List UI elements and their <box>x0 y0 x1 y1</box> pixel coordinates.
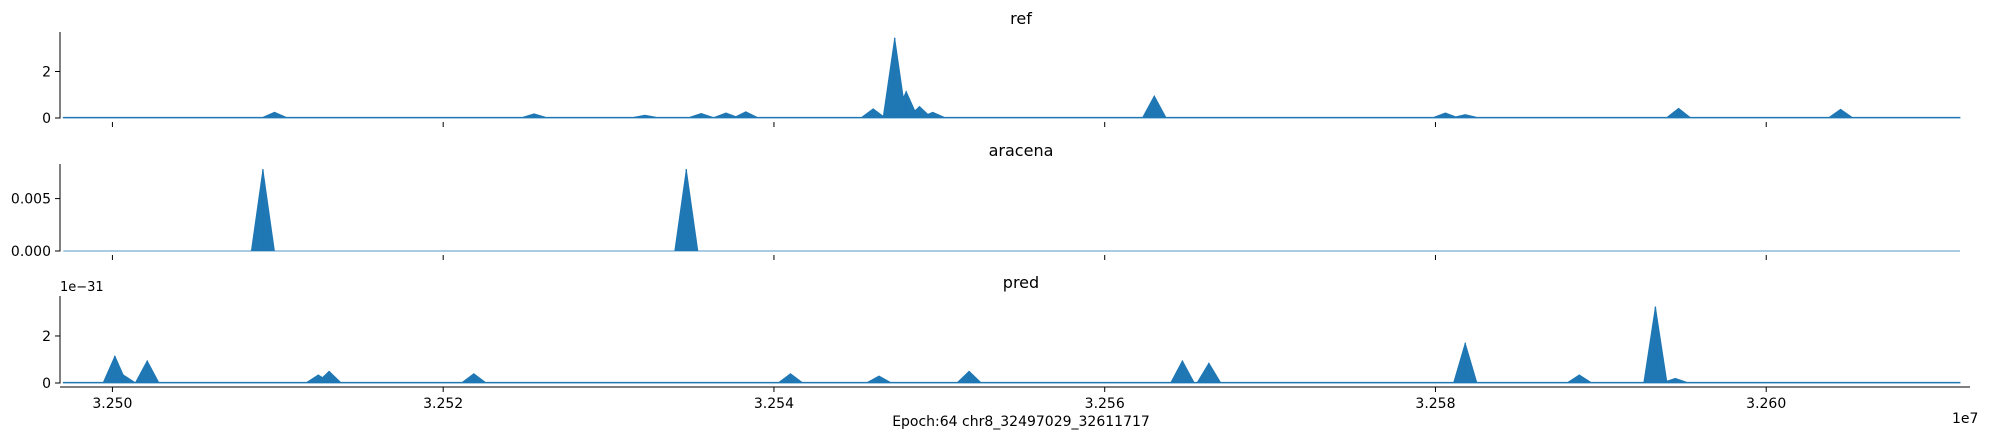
y-tick-label: 2 <box>42 65 51 81</box>
panels: ref 0 2 aracena 0.000 0.005 pred 0 2 1e−31 3.250 3.… <box>11 9 1970 412</box>
x-axis-label: Epoch:64 chr8_32497029_32611717 <box>892 414 1150 430</box>
signal-area <box>63 169 1960 252</box>
signal-area <box>62 37 1961 119</box>
signal-area <box>62 306 1961 384</box>
panel-title: pred <box>1003 273 1039 292</box>
y-tick-label: 0 <box>42 111 51 127</box>
panel-aracena: aracena 0.000 0.005 <box>11 141 1960 260</box>
y-tick-label: 0 <box>42 376 51 392</box>
y-offset-label: 1e−31 <box>60 280 104 295</box>
x-tick-label: 3.256 <box>1085 396 1125 412</box>
x-tick-label: 3.252 <box>423 396 463 412</box>
x-tick-label: 3.254 <box>754 396 794 412</box>
x-tick-label: 3.250 <box>92 396 132 412</box>
x-axis-offset-label: 1e7 <box>1952 411 1978 427</box>
panel-title: aracena <box>989 141 1054 160</box>
x-tick-label: 3.260 <box>1746 396 1786 412</box>
panel-pred: pred 0 2 1e−31 3.250 3.252 3.254 3.256 3.258 3.26… <box>42 273 1970 412</box>
panel-title: ref <box>1010 9 1032 28</box>
y-tick-label: 0.000 <box>11 244 51 260</box>
y-tick-label: 2 <box>42 329 51 345</box>
panel-ref: ref 0 2 <box>42 9 1961 127</box>
x-tick-label: 3.258 <box>1415 396 1455 412</box>
y-tick-label: 0.005 <box>11 192 51 208</box>
